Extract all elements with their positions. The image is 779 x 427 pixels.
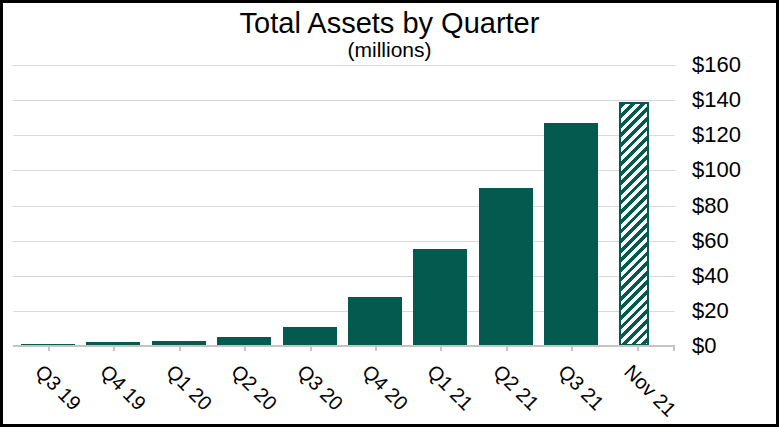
y-gridline	[13, 65, 675, 66]
bar	[413, 249, 467, 346]
y-axis-label: $120	[692, 123, 741, 147]
x-axis-label: Q4 19	[97, 361, 150, 414]
x-axis-label: Q3 19	[31, 361, 84, 414]
y-axis-label: $140	[692, 88, 741, 112]
plot-area: $0 $20 $40 $60 $80 $100 $120 $140 $160 Q3 19Q4 19…	[3, 3, 776, 424]
y-axis-label: $160	[692, 53, 741, 77]
y-gridline	[13, 100, 675, 101]
chart-frame: Total Assets by Quarter (millions) $0$20…	[0, 0, 779, 427]
y-axis-label: $100	[692, 158, 741, 182]
x-axis-label: Q2 21	[489, 361, 542, 414]
bar	[544, 123, 598, 346]
x-axis-label: Q1 21	[424, 361, 477, 414]
x-axis-label: Q2 20	[227, 361, 280, 414]
y-axis-label: $0	[692, 334, 716, 358]
x-axis-label: Q1 20	[162, 361, 215, 414]
y-axis-label: $60	[692, 229, 729, 253]
y-axis-label: $20	[692, 299, 729, 323]
y-axis-label: $80	[692, 194, 729, 218]
y-axis-label: $40	[692, 264, 729, 288]
bar	[479, 188, 533, 346]
bar	[283, 327, 337, 346]
x-axis-end-tick	[673, 346, 675, 351]
x-axis-label: Q3 20	[293, 361, 346, 414]
bar	[348, 297, 402, 346]
x-axis-label: Q3 21	[554, 361, 607, 414]
x-axis-line	[13, 345, 675, 347]
x-axis-label: Nov 21	[620, 361, 680, 421]
x-axis-label: Q4 20	[358, 361, 411, 414]
bar-hatched	[619, 102, 649, 346]
